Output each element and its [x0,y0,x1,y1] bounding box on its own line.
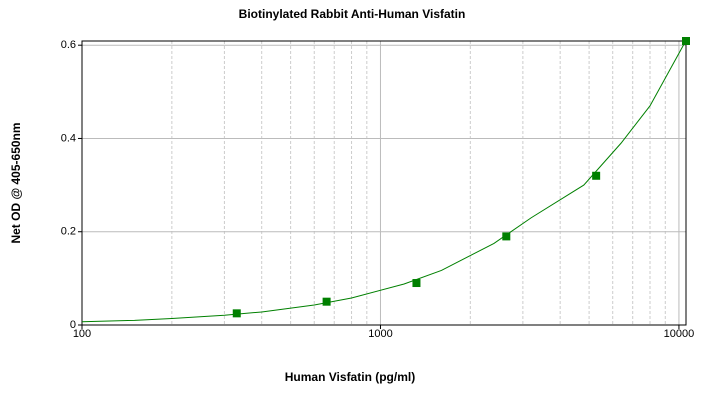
y-tick-label: 0.2 [61,226,76,238]
data-point [502,232,511,241]
chart-title: Biotinylated Rabbit Anti-Human Visfatin [239,7,466,21]
data-point [412,279,421,288]
y-tick-label: 0.4 [61,132,76,144]
x-axis-label: Human Visfatin (pg/ml) [285,370,415,384]
data-point [592,171,601,180]
y-axis-label: Net OD @ 405-650nm [9,122,23,243]
x-tick-label: 10000 [664,328,695,340]
fit-curve [81,40,687,323]
x-tick-label: 1000 [368,328,392,340]
y-tick-label: 0.6 [61,39,76,51]
x-tick-label: 100 [73,328,91,340]
plot-frame [81,40,687,326]
data-point [322,297,331,306]
data-point [682,37,690,45]
data-point [232,309,241,318]
y-tick-label: 0 [70,319,76,331]
